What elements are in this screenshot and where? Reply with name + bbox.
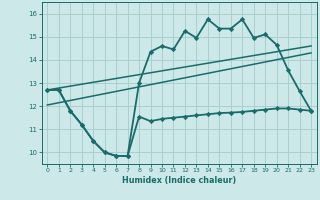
X-axis label: Humidex (Indice chaleur): Humidex (Indice chaleur) [122, 176, 236, 185]
